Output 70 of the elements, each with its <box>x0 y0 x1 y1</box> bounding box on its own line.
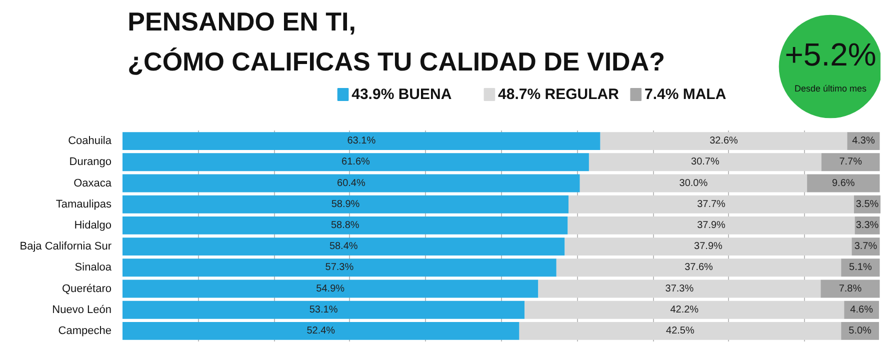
data-label: 58.8% <box>330 220 360 231</box>
data-label: 57.3% <box>325 262 354 274</box>
data-label: 37.6% <box>684 262 714 274</box>
bar <box>122 300 525 319</box>
bar <box>122 216 568 234</box>
data-label: 5.1% <box>849 262 872 274</box>
data-label: 32.6% <box>710 136 738 147</box>
data-label: 7.8% <box>838 283 862 294</box>
legend-label: 7.4% MALA <box>644 86 726 103</box>
data-label: 37.9% <box>697 220 726 231</box>
data-label: 37.3% <box>665 283 694 294</box>
bar <box>820 280 880 298</box>
bar <box>122 195 569 214</box>
data-label: 53.1% <box>309 304 338 316</box>
bar <box>519 322 842 340</box>
data-label: 4.6% <box>850 304 874 316</box>
bar <box>600 132 848 150</box>
bar <box>122 132 600 150</box>
text: +5.2% <box>784 36 876 72</box>
bar <box>580 174 808 192</box>
data-label: 52.4% <box>306 325 336 336</box>
y-tick-label: Hidalgo <box>74 219 112 232</box>
legend-label: 48.7% REGULAR <box>498 86 620 103</box>
data-label: 30.0% <box>679 178 708 189</box>
bar <box>568 216 855 234</box>
data-label: 61.6% <box>342 156 370 168</box>
bar <box>556 258 842 277</box>
y-tick-label: Baja California Sur <box>20 240 112 253</box>
data-label: 42.5% <box>666 325 694 336</box>
data-label: 58.9% <box>331 198 360 210</box>
bar <box>807 174 880 192</box>
y-tick-label: Durango <box>69 156 112 168</box>
bar <box>568 195 854 214</box>
bar <box>122 322 520 340</box>
data-label: 3.5% <box>856 198 879 210</box>
bar <box>821 153 880 172</box>
data-label: 54.9% <box>316 283 345 294</box>
y-tick-label: Oaxaca <box>74 177 112 190</box>
bar <box>122 153 589 172</box>
data-label: 63.1% <box>347 136 376 147</box>
data-label: 4.3% <box>852 136 875 147</box>
data-label: 9.6% <box>832 178 855 189</box>
data-label: 37.9% <box>694 241 723 252</box>
bar <box>122 280 538 298</box>
bar <box>524 300 844 319</box>
y-tick-label: Nuevo León <box>52 304 112 316</box>
chart-title: PENSANDO EN TI, <box>128 6 356 36</box>
bar <box>564 238 852 256</box>
data-label: 30.7% <box>691 156 720 168</box>
bar <box>122 238 565 256</box>
data-label: 7.7% <box>839 156 862 168</box>
text: Desde último mes <box>794 84 868 94</box>
bar <box>122 258 556 277</box>
y-tick-label: Tamaulipas <box>56 198 112 210</box>
bar <box>538 280 821 298</box>
data-label: 42.2% <box>670 304 699 316</box>
y-tick-label: Sinaloa <box>74 262 112 274</box>
data-label: 60.4% <box>337 178 366 189</box>
chart-subtitle: ¿CÓMO CALIFICAS TU CALIDAD DE VIDA? <box>128 46 665 76</box>
data-label: 5.0% <box>848 325 872 336</box>
legend-label: 43.9% BUENA <box>352 86 452 103</box>
data-label: 3.7% <box>854 241 878 252</box>
y-tick-label: Querétaro <box>62 282 112 295</box>
data-label: 37.7% <box>697 198 726 210</box>
bar <box>122 174 580 192</box>
y-tick-label: Campeche <box>58 324 112 337</box>
data-label: 3.3% <box>856 220 879 231</box>
data-label: 58.4% <box>329 241 358 252</box>
bar <box>588 153 822 172</box>
y-tick-label: Coahuila <box>68 135 112 148</box>
